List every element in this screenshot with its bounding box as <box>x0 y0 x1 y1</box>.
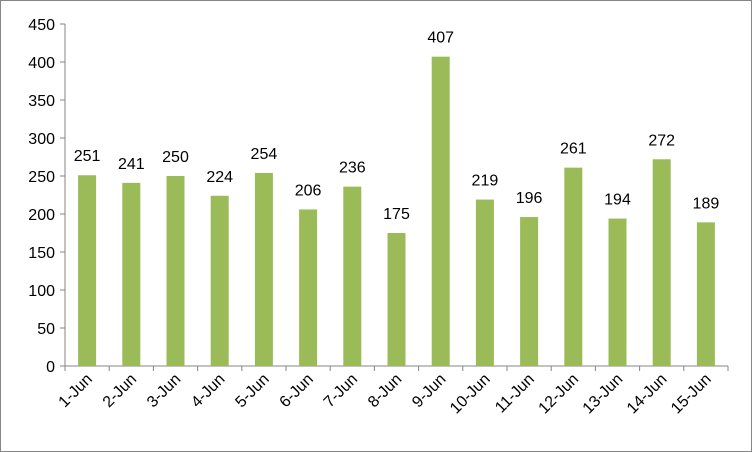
y-tick-label: 350 <box>28 93 55 110</box>
data-label: 272 <box>648 132 675 149</box>
data-label: 175 <box>383 206 410 223</box>
data-label: 219 <box>472 173 499 190</box>
y-tick-label: 300 <box>28 131 55 148</box>
bar <box>475 199 494 366</box>
bar <box>652 159 671 366</box>
data-label: 206 <box>295 182 322 199</box>
bar <box>520 217 539 366</box>
bar <box>210 195 229 366</box>
data-label: 407 <box>427 30 454 47</box>
data-label: 189 <box>693 195 720 212</box>
bar <box>564 167 583 366</box>
bar <box>696 222 715 366</box>
bar <box>166 176 185 366</box>
data-label: 224 <box>206 169 233 186</box>
data-label: 241 <box>118 156 145 173</box>
y-tick-label: 250 <box>28 169 55 186</box>
y-tick-label: 100 <box>28 283 55 300</box>
bar <box>122 182 141 366</box>
bar <box>608 218 627 366</box>
data-label: 261 <box>560 141 587 158</box>
y-tick-label: 400 <box>28 55 55 72</box>
bar <box>431 56 450 367</box>
data-label: 196 <box>516 190 543 207</box>
bar <box>78 175 97 366</box>
data-label: 251 <box>74 148 101 165</box>
data-label: 254 <box>251 146 278 163</box>
y-tick-label: 150 <box>28 245 55 262</box>
bar <box>254 172 273 366</box>
data-label: 194 <box>604 192 631 209</box>
y-tick-label: 450 <box>28 17 55 34</box>
bar <box>343 186 362 366</box>
data-label: 236 <box>339 160 366 177</box>
bar <box>299 209 318 366</box>
y-tick-label: 0 <box>46 359 55 376</box>
y-tick-label: 200 <box>28 207 55 224</box>
data-label: 250 <box>162 149 189 166</box>
y-tick-label: 50 <box>37 321 55 338</box>
bar <box>387 233 406 366</box>
